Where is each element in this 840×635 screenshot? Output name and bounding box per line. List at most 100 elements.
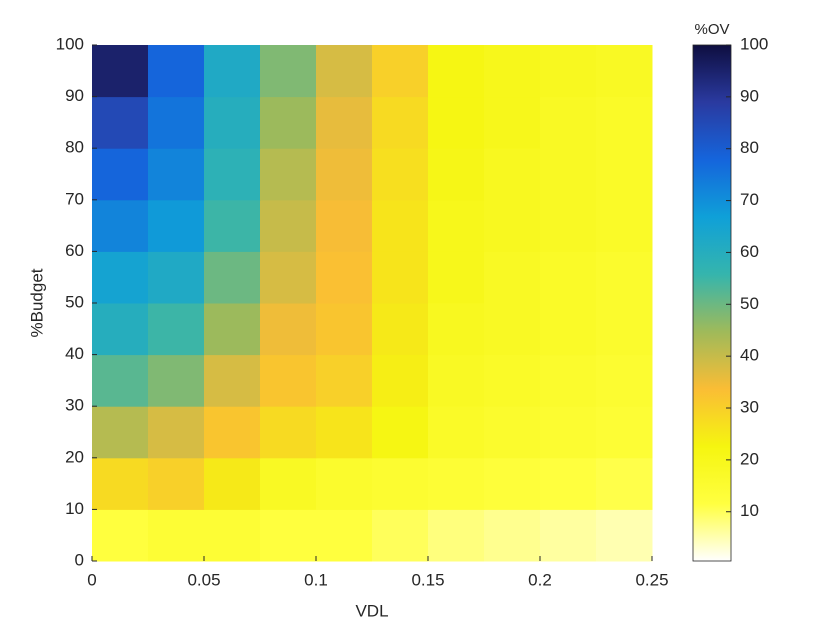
heatmap-cell (92, 199, 149, 252)
heatmap-cell (316, 96, 373, 149)
colorbar-tick-label: 30 (740, 397, 759, 416)
heatmap-cell (316, 251, 373, 304)
heatmap-cell (484, 96, 541, 149)
heatmap-cell (484, 354, 541, 407)
heatmap-cell (148, 148, 205, 201)
heatmap-cell (148, 45, 205, 98)
heatmap-cell (92, 457, 149, 510)
heatmap-cell (204, 148, 261, 201)
y-tick-label: 50 (65, 292, 84, 311)
heatmap-cell (148, 199, 205, 252)
x-tick-label: 0.2 (528, 570, 552, 589)
heatmap-cell (316, 509, 373, 562)
y-tick-label: 20 (65, 447, 84, 466)
heatmap-cell (316, 148, 373, 201)
colorbar-tick-label: 80 (740, 138, 759, 157)
heatmap-cell (428, 509, 485, 562)
heatmap-cell (428, 45, 485, 98)
heatmap-cell (596, 303, 653, 356)
heatmap-cell (428, 406, 485, 459)
heatmap-cell (540, 406, 597, 459)
heatmap-cell (260, 406, 317, 459)
y-tick-label: 70 (65, 189, 84, 208)
heatmap-cell (596, 457, 653, 510)
y-tick-label: 0 (75, 550, 84, 569)
heatmap-cell (148, 354, 205, 407)
heatmap-cell (260, 96, 317, 149)
heatmap-cell (372, 509, 429, 562)
heatmap-cell (428, 303, 485, 356)
heatmap-cell (260, 148, 317, 201)
heatmap-cell (260, 303, 317, 356)
heatmap-cell (540, 354, 597, 407)
x-tick-label: 0 (87, 570, 96, 589)
heatmap-cell (428, 96, 485, 149)
heatmap-cell (596, 96, 653, 149)
heatmap-cell (484, 251, 541, 304)
y-tick-label: 60 (65, 241, 84, 260)
heatmap-cell (148, 406, 205, 459)
heatmap-cell (204, 45, 261, 98)
heatmap-cell (92, 509, 149, 562)
heatmap-cell (428, 457, 485, 510)
y-tick-label: 10 (65, 499, 84, 518)
heatmap-cell (92, 303, 149, 356)
x-tick-label: 0.1 (304, 570, 328, 589)
heatmap-cell (260, 251, 317, 304)
heatmap-cell (372, 457, 429, 510)
heatmap-cell (316, 457, 373, 510)
heatmap-cell (540, 509, 597, 562)
heatmap-cell (540, 457, 597, 510)
y-tick-label: 100 (56, 34, 84, 53)
heatmap-cell (204, 303, 261, 356)
heatmap-cell (204, 509, 261, 562)
heatmap-cell (540, 251, 597, 304)
heatmap-cell (540, 45, 597, 98)
heatmap-cell (484, 457, 541, 510)
heatmap-cell (92, 45, 149, 98)
heatmap-cell (316, 354, 373, 407)
heatmap-cell (148, 303, 205, 356)
heatmap-cell (204, 199, 261, 252)
heatmap-cell (372, 96, 429, 149)
heatmap-cell (148, 96, 205, 149)
heatmap-cell (260, 45, 317, 98)
colorbar-tick-label: 90 (740, 86, 759, 105)
heatmap-cell (92, 251, 149, 304)
colorbar-tick-label: 60 (740, 242, 759, 261)
heatmap-cell (596, 406, 653, 459)
heatmap-cell (92, 406, 149, 459)
heatmap-cell (484, 406, 541, 459)
x-tick-label: 0.15 (411, 570, 444, 589)
heatmap-cell (540, 303, 597, 356)
colorbar-tick-label: 50 (740, 294, 759, 313)
heatmap-cell (484, 148, 541, 201)
heatmap-cell (204, 406, 261, 459)
heatmap-cell (260, 199, 317, 252)
colorbar-tick-label: 10 (740, 501, 759, 520)
y-axis-label: %Budget (27, 268, 46, 337)
colorbar-title: %OV (694, 21, 729, 38)
heatmap-cell (260, 457, 317, 510)
heatmap-cell (148, 457, 205, 510)
colorbar-tick-label: 70 (740, 190, 759, 209)
heatmap-cell (484, 509, 541, 562)
colorbar-tick-label: 20 (740, 449, 759, 468)
heatmap-cell (92, 96, 149, 149)
x-tick-label: 0.25 (635, 570, 668, 589)
heatmap-cell (540, 199, 597, 252)
heatmap-cell (428, 148, 485, 201)
heatmap-cell (596, 251, 653, 304)
heatmap-cell (372, 406, 429, 459)
heatmap-cell (596, 354, 653, 407)
heatmap-cell (372, 251, 429, 304)
heatmap-cell (596, 199, 653, 252)
heatmap-cell (596, 45, 653, 98)
heatmap-cell (260, 354, 317, 407)
heatmap-cell (316, 303, 373, 356)
heatmap-cell (372, 354, 429, 407)
colorbar (692, 44, 732, 562)
heatmap-cell (428, 251, 485, 304)
y-tick-label: 90 (65, 86, 84, 105)
